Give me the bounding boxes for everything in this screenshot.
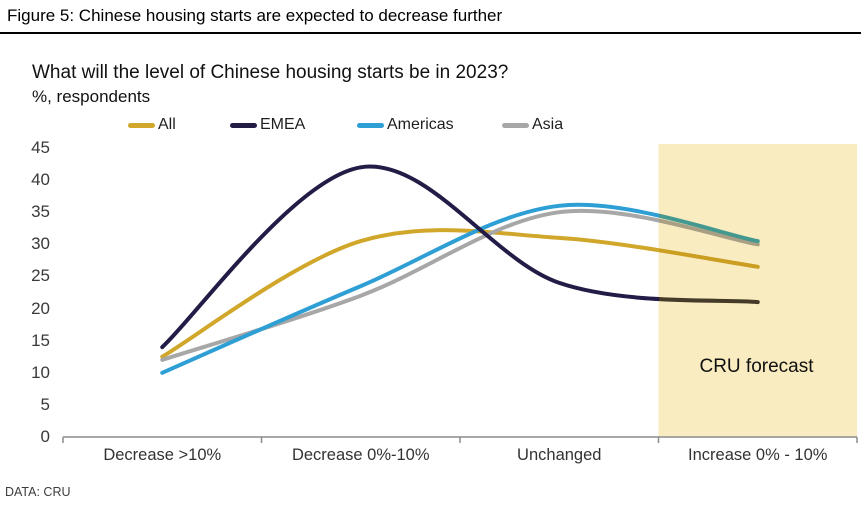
x-axis-category-label: Increase 0% - 10% — [688, 446, 828, 464]
y-axis-tick-label: 15 — [31, 330, 50, 350]
legend-label: EMEA — [260, 116, 306, 133]
forecast-band — [658, 144, 857, 437]
legend-item-all: All — [128, 114, 176, 136]
legend-swatch-americas — [357, 122, 384, 128]
y-axis-tick-label: 30 — [31, 234, 50, 254]
series-line-americas — [160, 202, 659, 375]
y-axis-tick-label: 20 — [31, 298, 50, 318]
legend-swatch-emea — [230, 122, 257, 128]
legend-item-emea: EMEA — [230, 114, 305, 136]
legend-label: Asia — [532, 116, 564, 133]
y-axis-tick-label: 0 — [40, 427, 50, 446]
series-line-emea — [160, 164, 659, 350]
x-axis-category-label: Decrease >10% — [103, 446, 222, 464]
series-line-all — [160, 228, 659, 359]
y-axis-tick-label: 5 — [40, 394, 50, 414]
legend-item-americas: Americas — [357, 114, 454, 136]
series-line-forecast-americas — [659, 213, 760, 244]
series-line-forecast-asia — [659, 218, 760, 247]
y-axis-tick-label: 45 — [31, 138, 50, 157]
x-axis-category-label: Decrease 0%-10% — [291, 446, 430, 464]
figure-title: Figure 5: Chinese housing starts are exp… — [7, 6, 503, 25]
y-axis-tick-label: 40 — [31, 170, 50, 190]
legend-label: All — [158, 116, 176, 133]
legend-swatch-asia — [502, 122, 529, 128]
title-underline — [0, 32, 861, 34]
legend-label: Americas — [387, 116, 454, 133]
x-axis-category-label: Unchanged — [517, 446, 602, 464]
y-axis-tick-label: 35 — [31, 202, 50, 222]
chart-units-label: %, respondents — [32, 87, 151, 106]
forecast-region-label: CRU forecast — [699, 356, 814, 377]
chart-legend: All EMEA Americas Asia — [0, 114, 864, 136]
y-axis-tick-label: 10 — [31, 362, 50, 382]
series-line-forecast-emea — [659, 297, 760, 305]
legend-swatch-all — [128, 122, 155, 128]
chart-question-title: What will the level of Chinese housing s… — [32, 62, 509, 83]
legend-item-asia: Asia — [502, 114, 563, 136]
data-source-note: DATA: CRU — [5, 485, 71, 499]
series-line-forecast-all — [659, 248, 760, 269]
y-axis-tick-label: 25 — [31, 266, 50, 286]
